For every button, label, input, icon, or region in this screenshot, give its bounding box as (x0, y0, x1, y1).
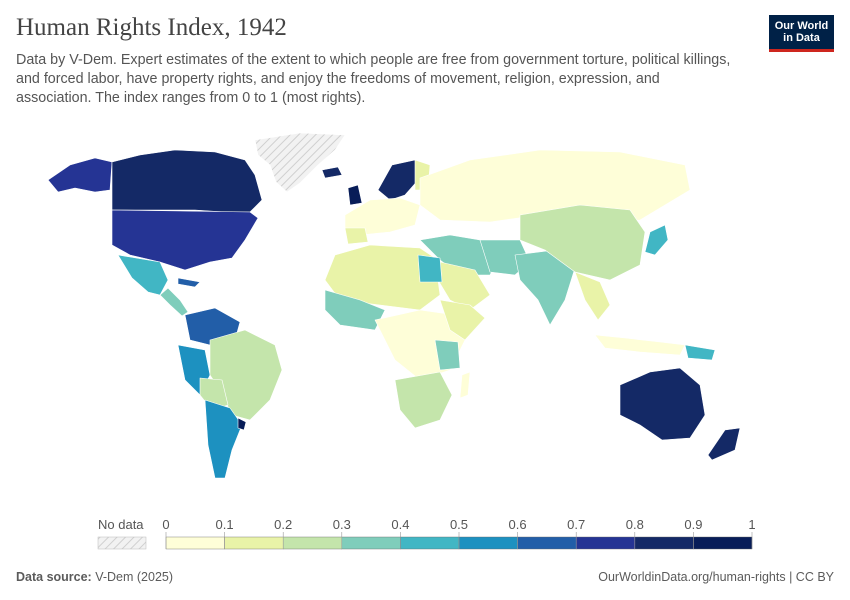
chart-title: Human Rights Index, 1942 (16, 14, 287, 41)
country-alaska-region[interactable] (47, 157, 113, 193)
country-australia[interactable] (619, 367, 706, 441)
legend-tick-label: 0.9 (684, 517, 702, 532)
legend-tick-label: 0.3 (333, 517, 351, 532)
country-japan[interactable] (644, 224, 669, 256)
legend-tick-label: 0.5 (450, 517, 468, 532)
country-spain[interactable] (344, 227, 369, 245)
data-source-label: Data source: (16, 570, 92, 584)
legend-tick-label: 0.2 (274, 517, 292, 532)
country-new-guinea[interactable] (684, 344, 716, 361)
legend-tick-label: 0.7 (567, 517, 585, 532)
country-ussr[interactable] (419, 149, 691, 223)
legend-tick-label: 0.4 (391, 517, 409, 532)
owid-logo[interactable]: Our World in Data (769, 15, 834, 52)
country-greenland[interactable] (254, 132, 346, 193)
legend-bin-8[interactable] (634, 536, 694, 550)
legend-bin-7[interactable] (576, 536, 636, 550)
legend-tick-label: 0.1 (216, 517, 234, 532)
legend-bin-3[interactable] (341, 536, 401, 550)
country-cuba[interactable] (177, 277, 201, 288)
source-url[interactable]: OurWorldinData.org/human-rights | CC BY (598, 570, 834, 584)
country-west-africa[interactable] (324, 289, 386, 331)
legend-no-data-label: No data (98, 517, 144, 532)
country-canada[interactable] (111, 149, 263, 213)
legend-tick-label: 0.6 (509, 517, 527, 532)
country-scandinavia[interactable] (377, 159, 421, 201)
country-madagascar[interactable] (459, 371, 471, 399)
world-map (47, 132, 741, 479)
country-east-africa[interactable] (434, 339, 461, 371)
country-usa[interactable] (111, 209, 259, 271)
logo-line-2: in Data (783, 32, 820, 44)
legend-bin-9[interactable] (693, 536, 753, 550)
logo-line-1: Our World (774, 20, 829, 32)
data-source: Data source: V-Dem (2025) (16, 570, 173, 584)
country-uruguay[interactable] (237, 417, 247, 431)
legend-bin-4[interactable] (400, 536, 460, 550)
legend-no-data-swatch[interactable] (97, 536, 147, 550)
country-north-africa[interactable] (324, 244, 441, 311)
legend-bin-2[interactable] (283, 536, 343, 550)
legend-bin-6[interactable] (517, 536, 577, 550)
country-uk[interactable] (347, 184, 363, 206)
country-central-america[interactable] (159, 287, 189, 317)
country-ethiopia[interactable] (439, 299, 486, 341)
country-new-zealand[interactable] (707, 427, 741, 461)
legend-tick-label: 1 (748, 517, 755, 532)
data-source-value[interactable]: V-Dem (2025) (95, 570, 174, 584)
legend-bin-5[interactable] (458, 536, 518, 550)
country-southeast-asia[interactable] (574, 271, 611, 321)
legend-bin-0[interactable] (165, 536, 225, 550)
country-indonesia[interactable] (594, 334, 686, 356)
legend-tick-label: 0.8 (626, 517, 644, 532)
legend-tick-label: 0 (162, 517, 169, 532)
country-china[interactable] (519, 204, 646, 281)
color-legend: No data 0 0.1 0.2 0.3 0.4 0.5 0.6 0.7 0.8 0.9 1 (97, 517, 756, 550)
chart-subtitle: Data by V-Dem. Expert estimates of the e… (16, 52, 731, 106)
legend-bin-1[interactable] (224, 536, 284, 550)
country-southern-africa[interactable] (394, 371, 453, 429)
country-egypt[interactable] (417, 254, 443, 283)
country-iceland[interactable] (321, 166, 343, 179)
country-argentina[interactable] (204, 399, 243, 479)
